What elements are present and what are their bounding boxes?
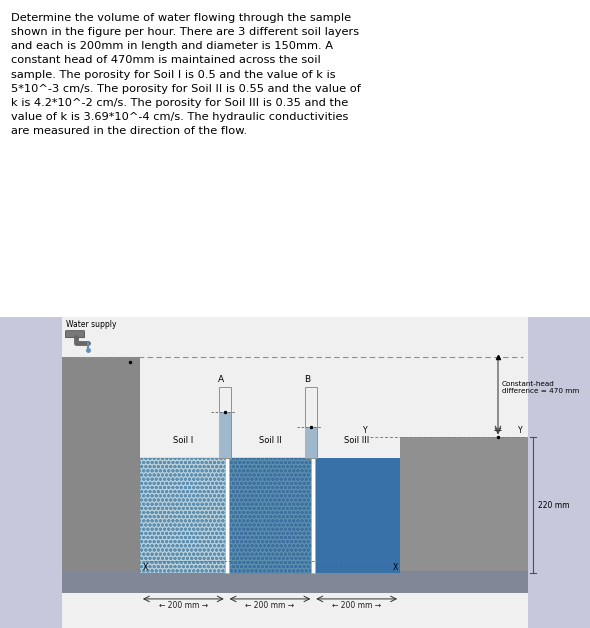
Bar <box>306 387 317 458</box>
Text: ← 200 mm →: ← 200 mm → <box>245 601 294 610</box>
Text: X: X <box>392 563 398 572</box>
FancyBboxPatch shape <box>65 331 84 338</box>
Bar <box>528 317 590 628</box>
Bar <box>227 458 313 573</box>
Text: ← 200 mm →: ← 200 mm → <box>332 601 381 610</box>
Bar <box>62 317 528 628</box>
Text: Constant-head
difference = 470 mm: Constant-head difference = 470 mm <box>502 381 579 394</box>
Text: Soil I: Soil I <box>173 436 194 445</box>
Text: 220 mm: 220 mm <box>538 501 569 510</box>
Text: Determine the volume of water flowing through the sample
shown in the figure per: Determine the volume of water flowing th… <box>11 13 360 136</box>
Text: Soil III: Soil III <box>344 436 369 445</box>
Text: - -: - - <box>494 426 502 435</box>
Bar <box>312 428 315 573</box>
Text: Y: Y <box>518 426 523 435</box>
Bar <box>62 571 528 593</box>
Text: B: B <box>304 376 310 384</box>
Bar <box>227 458 313 573</box>
Text: Soil II: Soil II <box>258 436 281 445</box>
Bar <box>0 317 62 628</box>
Text: X: X <box>142 563 148 572</box>
Bar <box>219 387 231 458</box>
Bar <box>140 458 227 573</box>
Text: A: A <box>218 376 224 384</box>
Bar <box>306 428 317 458</box>
Text: Water supply: Water supply <box>66 320 116 329</box>
Text: Y: Y <box>363 426 368 435</box>
Text: ← 200 mm →: ← 200 mm → <box>159 601 208 610</box>
Bar <box>140 458 227 573</box>
Bar <box>219 413 231 458</box>
Bar <box>225 428 229 573</box>
Bar <box>62 357 140 573</box>
Bar <box>313 458 400 573</box>
Bar <box>400 438 528 573</box>
